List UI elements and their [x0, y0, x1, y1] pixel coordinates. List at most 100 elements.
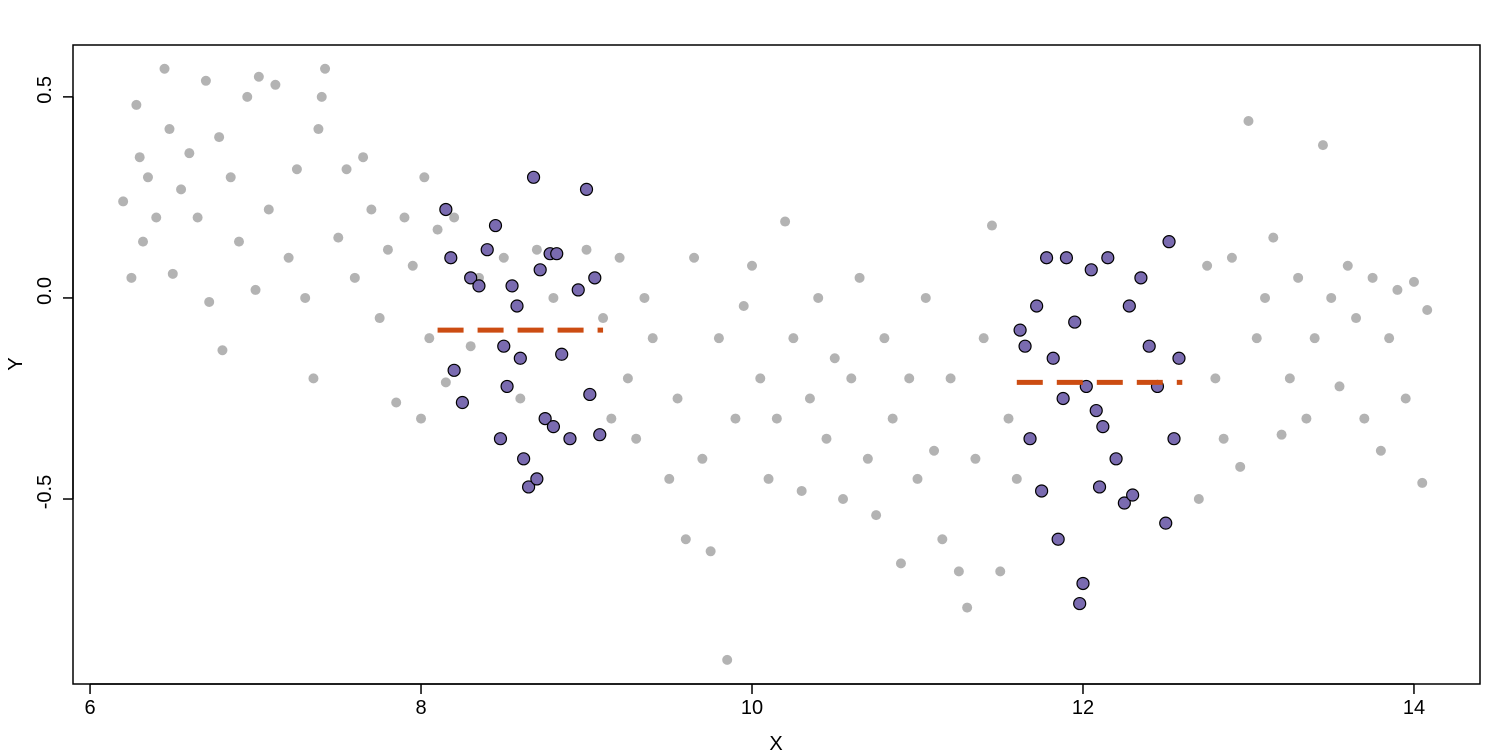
point	[904, 373, 915, 384]
point	[995, 566, 1006, 577]
x-tick-label: 6	[84, 697, 95, 719]
highlight-point	[493, 432, 508, 446]
highlight-point	[1013, 323, 1027, 337]
highlight-point	[538, 411, 552, 426]
point	[263, 204, 274, 215]
point	[192, 212, 203, 223]
point	[1235, 461, 1246, 472]
highlight-point	[1051, 532, 1065, 546]
point	[424, 333, 435, 344]
point	[498, 252, 509, 263]
point	[118, 196, 129, 207]
point	[399, 212, 410, 223]
highlight-point	[530, 472, 544, 486]
highlight-point	[1159, 516, 1173, 530]
point	[391, 397, 402, 408]
point	[407, 260, 418, 271]
point	[283, 252, 294, 263]
point	[895, 558, 906, 569]
point	[1218, 433, 1229, 444]
highlight-point	[1172, 351, 1186, 365]
highlight-point	[472, 279, 486, 293]
point	[313, 124, 324, 135]
highlight-point	[444, 251, 458, 265]
highlight-point	[1109, 452, 1123, 466]
point	[242, 91, 253, 102]
point	[159, 63, 170, 74]
point	[788, 333, 799, 344]
y-tick-label: 0.0	[34, 277, 56, 305]
point	[308, 373, 319, 384]
point	[1243, 116, 1254, 127]
point	[531, 244, 542, 255]
point	[953, 566, 964, 577]
point	[126, 272, 137, 283]
point	[1202, 260, 1213, 271]
point	[1210, 373, 1221, 384]
point	[738, 300, 749, 311]
point	[465, 341, 476, 352]
point	[705, 546, 716, 557]
highlight-point	[1073, 596, 1087, 611]
point	[1351, 313, 1362, 324]
point	[320, 63, 331, 74]
point	[250, 284, 261, 295]
point	[1384, 333, 1395, 344]
point	[1359, 413, 1370, 424]
point	[374, 313, 385, 324]
highlight-point	[517, 452, 531, 466]
highlight-point	[1126, 488, 1140, 502]
point	[1268, 232, 1279, 243]
point	[879, 333, 890, 344]
highlight-point	[579, 182, 594, 196]
point	[722, 654, 733, 665]
point	[986, 220, 997, 231]
point	[440, 377, 451, 388]
highlight-point	[455, 395, 469, 410]
point	[821, 433, 832, 444]
highlight-point	[1035, 484, 1049, 498]
point	[763, 473, 774, 484]
highlight-point	[1023, 432, 1037, 446]
highlight-point	[1079, 379, 1093, 394]
highlight-point	[439, 202, 453, 217]
point	[647, 333, 658, 344]
point	[449, 212, 460, 223]
point	[978, 333, 989, 344]
highlight-point	[1084, 263, 1098, 277]
point	[270, 79, 281, 90]
point	[1367, 272, 1378, 283]
highlight-point	[447, 363, 461, 377]
point	[217, 345, 228, 356]
point	[142, 172, 153, 183]
highlight-point	[1068, 315, 1082, 329]
point	[1309, 333, 1320, 344]
y-tick-label: -0.5	[34, 475, 56, 509]
highlight-point	[513, 351, 527, 365]
point	[1375, 445, 1386, 456]
point	[1400, 393, 1411, 404]
highlight-point	[464, 271, 478, 285]
point	[204, 296, 215, 307]
highlight-point	[1092, 480, 1107, 494]
highlight-point	[571, 283, 585, 297]
point	[755, 373, 766, 384]
point	[432, 224, 443, 235]
point	[164, 124, 175, 135]
plot-frame	[72, 44, 1481, 685]
highlight-point	[1089, 403, 1103, 418]
point	[1334, 381, 1345, 392]
point	[151, 212, 162, 223]
point	[937, 534, 948, 545]
point	[606, 413, 617, 424]
point	[1226, 252, 1237, 263]
point	[419, 172, 430, 183]
x-tick-label: 10	[741, 697, 763, 719]
point	[887, 413, 898, 424]
highlight-point	[1076, 576, 1090, 591]
highlight-point	[480, 243, 494, 257]
highlight-point	[1018, 339, 1032, 353]
point	[771, 413, 782, 424]
